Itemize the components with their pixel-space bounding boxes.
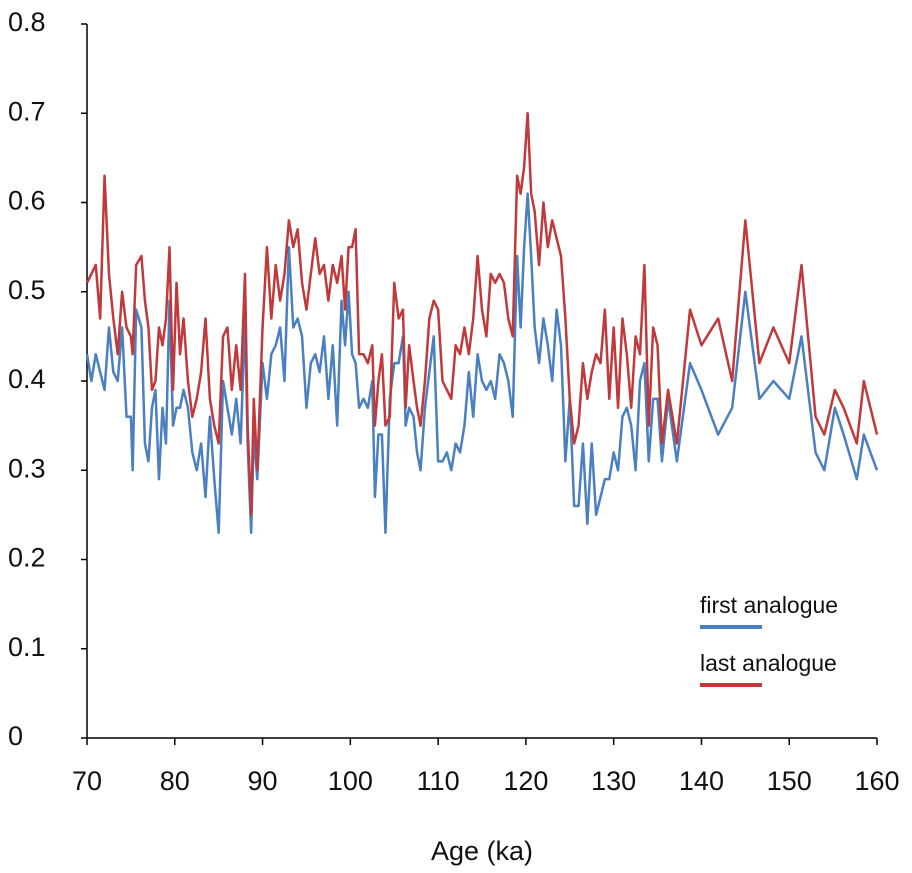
- x-tick-label: 140: [679, 766, 724, 796]
- x-tick-label: 70: [72, 766, 102, 796]
- y-tick-label: 0: [8, 721, 23, 751]
- x-tick-label: 150: [767, 766, 812, 796]
- y-tick-label: 0.4: [8, 364, 46, 394]
- y-tick-label: 0.1: [8, 632, 46, 662]
- legend-label: last analogue: [700, 650, 837, 676]
- y-tick-label: 0.7: [8, 96, 46, 126]
- x-tick-label: 120: [503, 766, 548, 796]
- x-tick-label: 90: [248, 766, 278, 796]
- x-tick-label: 80: [160, 766, 190, 796]
- y-tick-label: 0.2: [8, 543, 46, 573]
- x-tick-label: 130: [591, 766, 636, 796]
- x-tick-label: 160: [854, 766, 899, 796]
- y-tick-label: 0.3: [8, 453, 46, 483]
- y-tick-label: 0.6: [8, 186, 46, 216]
- x-axis-label: Age (ka): [431, 836, 533, 866]
- series-line: [85, 112, 879, 517]
- x-tick-label: 110: [417, 766, 460, 796]
- y-tick-label: 0.8: [8, 7, 46, 37]
- x-tick-label: 100: [328, 766, 373, 796]
- legend-label: first analogue: [700, 592, 838, 618]
- y-tick-label: 0.5: [8, 275, 46, 305]
